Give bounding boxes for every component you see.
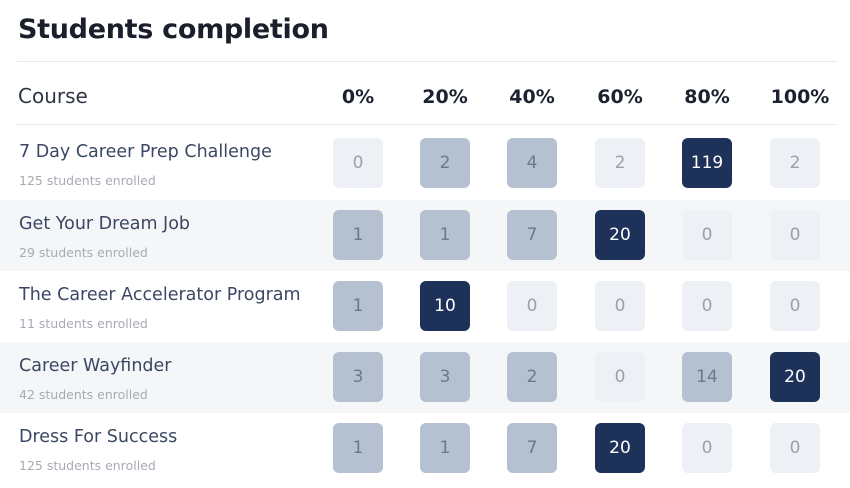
enrolled-count: 29 students enrolled [19, 245, 148, 260]
table-row: The Career Accelerator Program 11 student… [0, 271, 850, 342]
course-name[interactable]: Dress For Success [19, 427, 178, 447]
completion-cell[interactable]: 20 [770, 352, 820, 402]
completion-cell[interactable]: 2 [770, 138, 820, 188]
course-name[interactable]: Get Your Dream Job [19, 214, 191, 234]
column-header-60: 60% [597, 86, 643, 108]
column-header-80: 80% [684, 86, 730, 108]
completion-cell[interactable]: 4 [507, 138, 557, 188]
completion-cell[interactable]: 0 [595, 352, 645, 402]
completion-cell[interactable]: 3 [420, 352, 470, 402]
completion-cell[interactable]: 0 [682, 210, 732, 260]
completion-cell[interactable]: 20 [595, 423, 645, 473]
column-header-20: 20% [422, 86, 468, 108]
card-title: Students completion [18, 14, 329, 45]
completion-cell[interactable]: 0 [770, 281, 820, 331]
completion-cell[interactable]: 1 [333, 210, 383, 260]
table-row: 7 Day Career Prep Challenge 125 students … [0, 128, 850, 199]
table-row: Career Wayfinder 42 students enrolled 3 3 2 0… [0, 342, 850, 413]
completion-cell[interactable]: 1 [420, 423, 470, 473]
completion-cell[interactable]: 3 [333, 352, 383, 402]
completion-cell[interactable]: 0 [507, 281, 557, 331]
column-header-0: 0% [341, 86, 375, 108]
completion-cell[interactable]: 7 [507, 210, 557, 260]
completion-cell[interactable]: 0 [333, 138, 383, 188]
completion-cell[interactable]: 1 [333, 281, 383, 331]
completion-cell[interactable]: 2 [595, 138, 645, 188]
completion-cell[interactable]: 0 [770, 423, 820, 473]
completion-cell[interactable]: 14 [682, 352, 732, 402]
enrolled-count: 125 students enrolled [19, 173, 156, 188]
enrolled-count: 42 students enrolled [19, 387, 148, 402]
completion-cell[interactable]: 0 [682, 423, 732, 473]
header-divider [17, 124, 837, 125]
completion-cell[interactable]: 0 [595, 281, 645, 331]
table-row: Dress For Success 125 students enrolled 1 1… [0, 413, 850, 484]
completion-cell[interactable]: 20 [595, 210, 645, 260]
completion-cell[interactable]: 0 [682, 281, 732, 331]
table-header: Course 0% 20% 40% 60% 80% 100% [0, 62, 850, 124]
course-name[interactable]: 7 Day Career Prep Challenge [19, 142, 272, 162]
completion-cell[interactable]: 10 [420, 281, 470, 331]
completion-cell[interactable]: 2 [507, 352, 557, 402]
column-header-40: 40% [509, 86, 555, 108]
table-row: Get Your Dream Job 29 students enrolled 1 1… [0, 200, 850, 271]
enrolled-count: 125 students enrolled [19, 458, 156, 473]
column-header-course: Course [18, 84, 88, 108]
title-divider [17, 61, 837, 62]
completion-cell[interactable]: 2 [420, 138, 470, 188]
completion-cell[interactable]: 7 [507, 423, 557, 473]
enrolled-count: 11 students enrolled [19, 316, 148, 331]
column-header-100: 100% [770, 86, 830, 108]
completion-cell[interactable]: 1 [420, 210, 470, 260]
course-name[interactable]: Career Wayfinder [19, 356, 172, 376]
course-name[interactable]: The Career Accelerator Program [19, 285, 301, 305]
completion-cell[interactable]: 119 [682, 138, 732, 188]
completion-cell[interactable]: 1 [333, 423, 383, 473]
completion-cell[interactable]: 0 [770, 210, 820, 260]
